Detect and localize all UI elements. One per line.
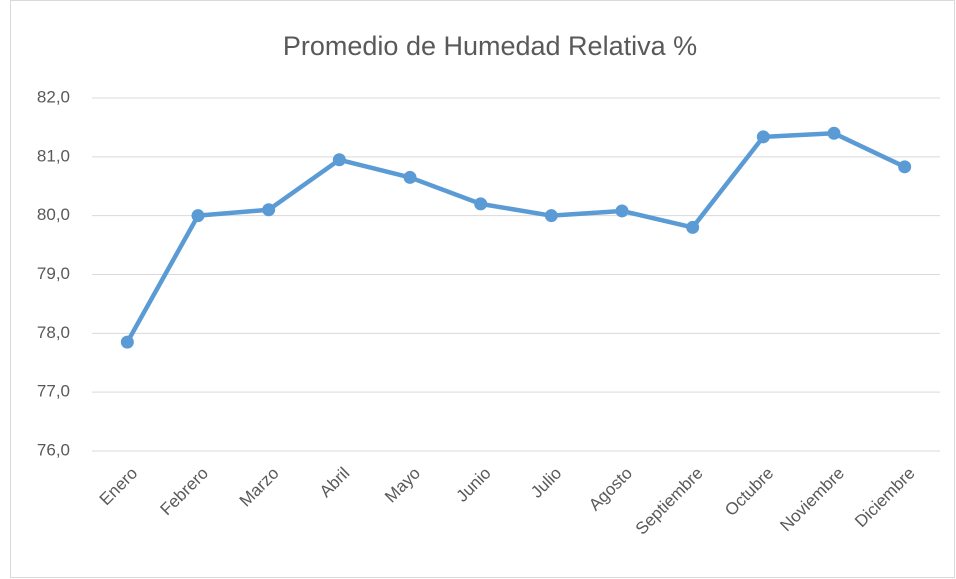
y-tick-label: 78,0 <box>37 323 70 342</box>
y-tick-label: 77,0 <box>37 382 70 401</box>
marker <box>332 153 346 167</box>
y-tick-label: 81,0 <box>37 146 70 165</box>
marker <box>262 203 276 217</box>
marker <box>827 126 841 140</box>
y-tick-label: 76,0 <box>37 440 70 459</box>
marker <box>544 209 558 223</box>
y-tick-label: 82,0 <box>37 87 70 106</box>
y-tick-label: 80,0 <box>37 205 70 224</box>
marker <box>120 335 134 349</box>
chart-title: Promedio de Humedad Relativa % <box>283 31 697 61</box>
marker <box>756 130 770 144</box>
marker <box>403 170 417 184</box>
marker <box>191 209 205 223</box>
marker <box>686 220 700 234</box>
marker <box>898 160 912 174</box>
y-tick-label: 79,0 <box>37 264 70 283</box>
marker <box>474 197 488 211</box>
chart-border <box>10 0 955 578</box>
line <box>125 131 906 344</box>
marker <box>615 204 629 218</box>
